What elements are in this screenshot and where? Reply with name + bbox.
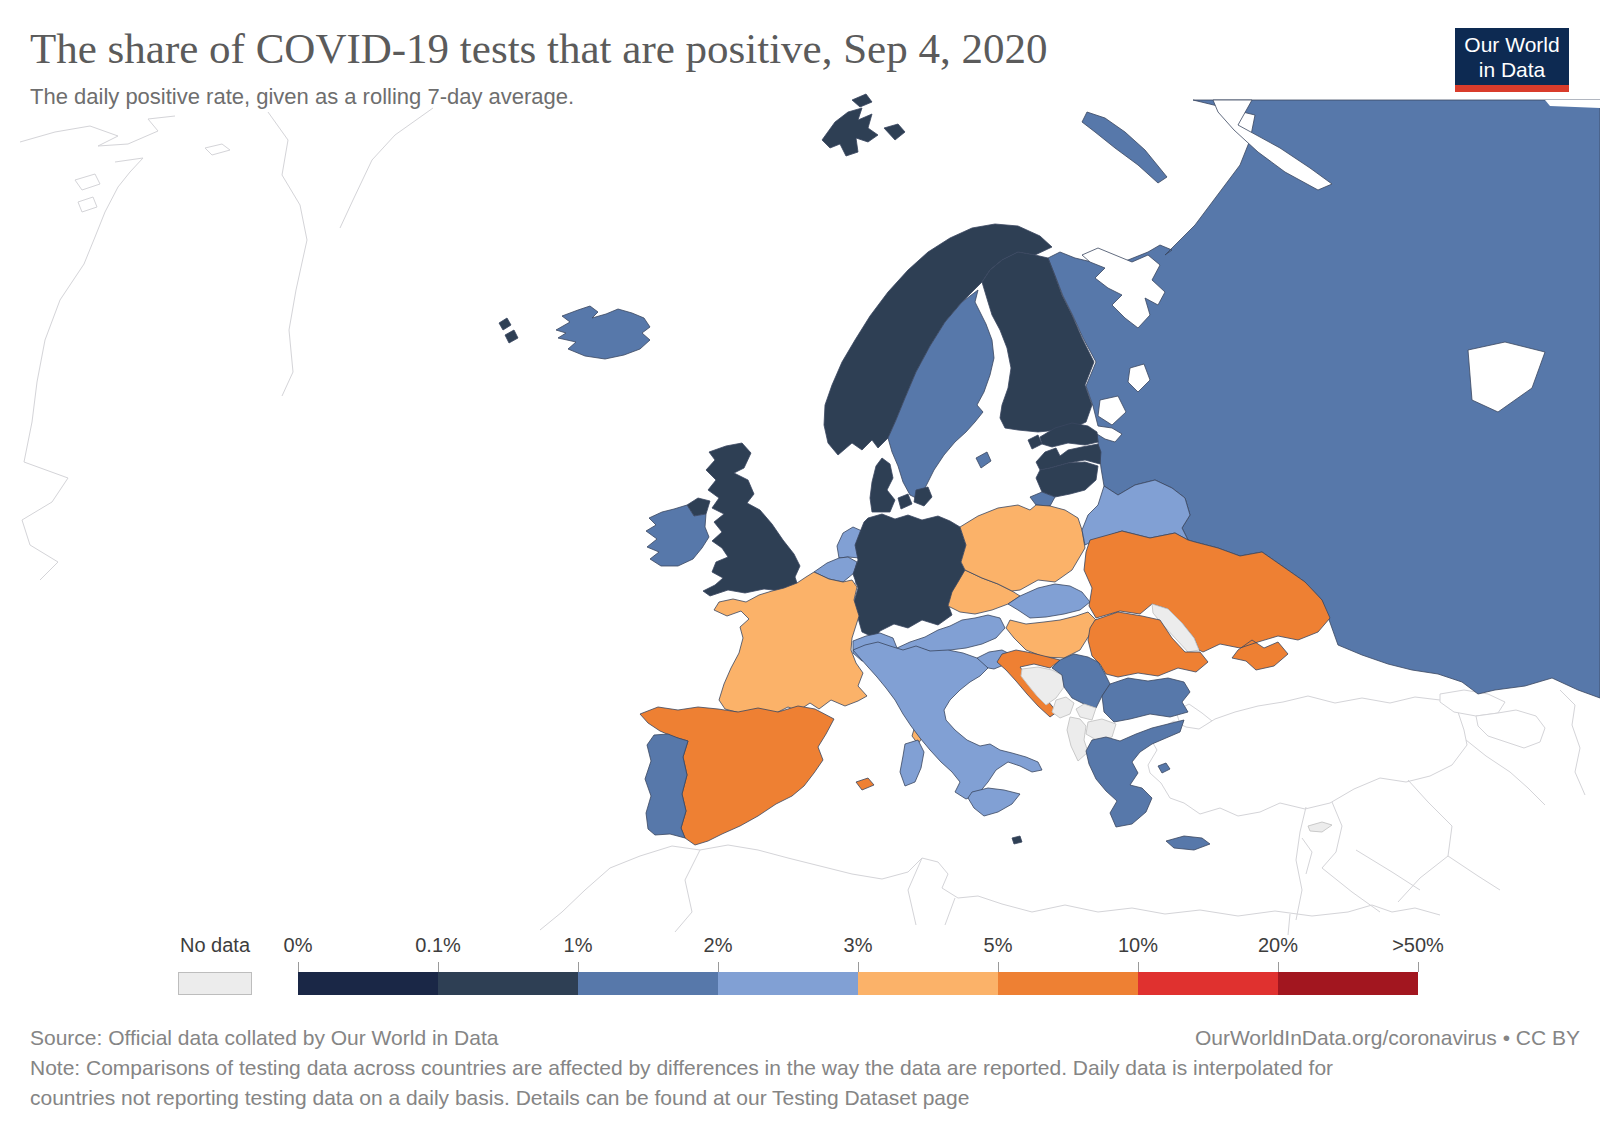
chart-title: The share of COVID-19 tests that are pos… (30, 24, 1047, 73)
country-portugal[interactable] (645, 734, 688, 838)
north-africa-coast (540, 845, 1440, 930)
country-iceland[interactable] (556, 306, 650, 359)
greenland-coast-3 (340, 108, 433, 228)
country-bulgaria[interactable] (1102, 678, 1190, 722)
libya-egypt-border (1288, 914, 1290, 935)
azerbaijan-armenia (1476, 710, 1545, 748)
greenland-east-coast (22, 158, 143, 580)
country-sicily[interactable] (968, 788, 1020, 816)
footer-credit[interactable]: OurWorldInData.org/coronavirus • CC BY (1195, 1026, 1580, 1050)
tunisia-libya-border (945, 898, 955, 925)
owid-logo[interactable]: Our World in Data (1455, 28, 1569, 92)
small-island (205, 144, 230, 155)
owid-logo-line1: Our World (1464, 32, 1559, 57)
chart-subtitle: The daily positive rate, given as a roll… (30, 84, 574, 110)
country-germany[interactable] (853, 514, 968, 638)
country-united-kingdom[interactable] (703, 443, 800, 596)
country-montenegro[interactable] (1052, 697, 1074, 718)
greenland-coast-north (20, 116, 175, 146)
country-svalbard[interactable] (822, 94, 905, 156)
owid-logo-red-bar (1455, 85, 1569, 92)
country-cyprus[interactable] (1308, 822, 1332, 832)
europe-choropleth-map (0, 0, 1600, 1129)
algeria-tunisia-border (908, 858, 922, 925)
greenland-islands (75, 174, 100, 212)
country-faroe[interactable] (499, 318, 518, 343)
footer-note-line1: Note: Comparisons of testing data across… (30, 1056, 1333, 1080)
country-albania[interactable] (1067, 717, 1088, 761)
country-france[interactable] (714, 572, 867, 713)
greenland-coast-2 (268, 112, 307, 396)
morocco-algeria-border (675, 850, 700, 932)
owid-logo-line2: in Data (1479, 57, 1546, 82)
owid-chart: The share of COVID-19 tests that are pos… (0, 0, 1600, 1129)
country-russia-novaya-zemlya[interactable] (1082, 112, 1167, 183)
country-sardinia[interactable] (900, 740, 924, 786)
footer-note-line2: countries not reporting testing data on … (30, 1086, 969, 1110)
footer-source: Source: Official data collated by Our Wo… (30, 1026, 498, 1050)
country-malta[interactable] (1012, 836, 1022, 844)
